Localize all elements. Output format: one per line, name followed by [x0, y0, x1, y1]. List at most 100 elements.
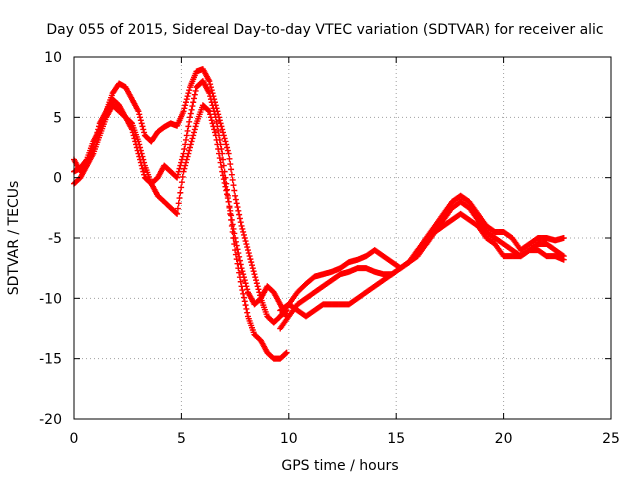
- data-point-marker: [232, 196, 239, 203]
- data-point-marker: [186, 144, 193, 151]
- data-point-marker: [191, 129, 198, 136]
- data-point-marker: [184, 127, 191, 134]
- data-point-marker: [182, 141, 189, 148]
- data-point-marker: [243, 241, 250, 248]
- axes: 0 5 10 15 20 25 -20 -15 -10 -5 0 5 10: [39, 50, 620, 447]
- data-point-marker: [239, 225, 246, 232]
- data-point-marker: [190, 99, 197, 106]
- data-point-marker: [228, 222, 235, 229]
- data-point-marker: [181, 105, 188, 112]
- x-tick-label: 10: [280, 431, 298, 447]
- chart-title: Day 055 of 2015, Sidereal Day-to-day VTE…: [46, 22, 603, 38]
- data-point-marker: [234, 260, 241, 267]
- data-point-marker: [182, 162, 189, 169]
- x-tick-label: 20: [495, 431, 513, 447]
- data-point-marker: [282, 350, 289, 357]
- data-point-marker: [236, 257, 243, 264]
- data-point-marker: [140, 126, 147, 133]
- data-point-marker: [227, 210, 234, 217]
- data-point-marker: [177, 189, 184, 196]
- data-point-marker: [137, 147, 144, 154]
- data-point-marker: [253, 280, 260, 287]
- data-point-marker: [219, 126, 226, 133]
- data-point-marker: [209, 102, 216, 109]
- data-point-marker: [236, 215, 243, 222]
- data-point-marker: [243, 305, 250, 312]
- data-point-marker: [241, 235, 248, 241]
- data-point-marker: [178, 179, 185, 186]
- x-axis-label: GPS time / hours: [281, 458, 398, 474]
- data-point-marker: [249, 262, 256, 269]
- y-tick-label: -10: [39, 291, 62, 307]
- data-point-marker: [181, 146, 188, 153]
- data-point-marker: [242, 238, 249, 245]
- data-point-marker: [182, 159, 189, 166]
- data-point-marker: [174, 174, 181, 181]
- data-point-marker: [232, 251, 239, 258]
- data-point-marker: [140, 156, 147, 163]
- data-point-marker: [185, 90, 192, 97]
- data-point-marker: [180, 168, 187, 175]
- data-point-marker: [225, 150, 232, 157]
- data-point-marker: [213, 136, 220, 143]
- data-point-marker: [137, 114, 144, 121]
- data-point-marker: [242, 302, 249, 309]
- data-point-marker: [216, 155, 223, 162]
- data-point-marker: [228, 171, 235, 178]
- data-point-marker: [174, 205, 181, 212]
- data-point-marker: [226, 204, 233, 211]
- data-point-marker: [224, 195, 231, 202]
- data-point-marker: [135, 108, 142, 115]
- data-point-marker: [245, 250, 252, 257]
- data-point-marker: [221, 179, 228, 186]
- data-point-marker: [221, 135, 228, 142]
- data-point-marker: [254, 283, 261, 290]
- data-point-marker: [224, 191, 231, 198]
- data-point-marker: [240, 290, 247, 297]
- data-point-marker: [230, 225, 237, 232]
- data-point-marker: [227, 161, 234, 168]
- data-point-marker: [207, 81, 214, 88]
- data-series-1: [71, 66, 290, 326]
- data-point-marker: [191, 91, 198, 98]
- data-point-marker: [222, 138, 229, 145]
- data-point-marker: [283, 349, 290, 356]
- data-point-marker: [233, 200, 240, 207]
- y-tick-label: -20: [39, 412, 62, 428]
- data-series-6: [277, 210, 567, 320]
- x-tick-label: 25: [602, 431, 620, 447]
- data-point-marker: [207, 111, 214, 118]
- data-point-marker: [187, 141, 194, 148]
- data-point-marker: [178, 184, 185, 191]
- data-point-marker: [188, 106, 195, 113]
- data-point-marker: [560, 256, 567, 263]
- data-point-marker: [244, 286, 251, 293]
- data-point-marker: [218, 164, 225, 171]
- data-point-marker: [220, 129, 227, 136]
- data-point-marker: [241, 298, 248, 305]
- data-point-marker: [192, 123, 199, 130]
- data-point-marker: [180, 108, 187, 115]
- data-point-marker: [174, 171, 181, 178]
- x-tick-label: 15: [387, 431, 405, 447]
- x-tick-label: 5: [177, 431, 186, 447]
- data-point-marker: [138, 120, 145, 127]
- data-point-marker: [183, 132, 190, 139]
- data-point-marker: [213, 118, 220, 125]
- data-point-marker: [240, 294, 247, 301]
- data-point-marker: [237, 219, 244, 226]
- data-point-marker: [236, 269, 243, 276]
- data-point-marker: [220, 156, 227, 163]
- y-tick-label: 10: [44, 50, 62, 66]
- data-point-marker: [186, 87, 193, 94]
- data-point-marker: [248, 259, 255, 266]
- data-point-marker: [239, 287, 246, 294]
- data-point-marker: [182, 99, 189, 106]
- data-point-marker: [212, 132, 219, 139]
- plot-markers: [71, 66, 567, 362]
- data-point-marker: [207, 93, 214, 100]
- data-point-marker: [237, 261, 244, 268]
- data-point-marker: [255, 286, 262, 293]
- data-point-marker: [224, 147, 231, 154]
